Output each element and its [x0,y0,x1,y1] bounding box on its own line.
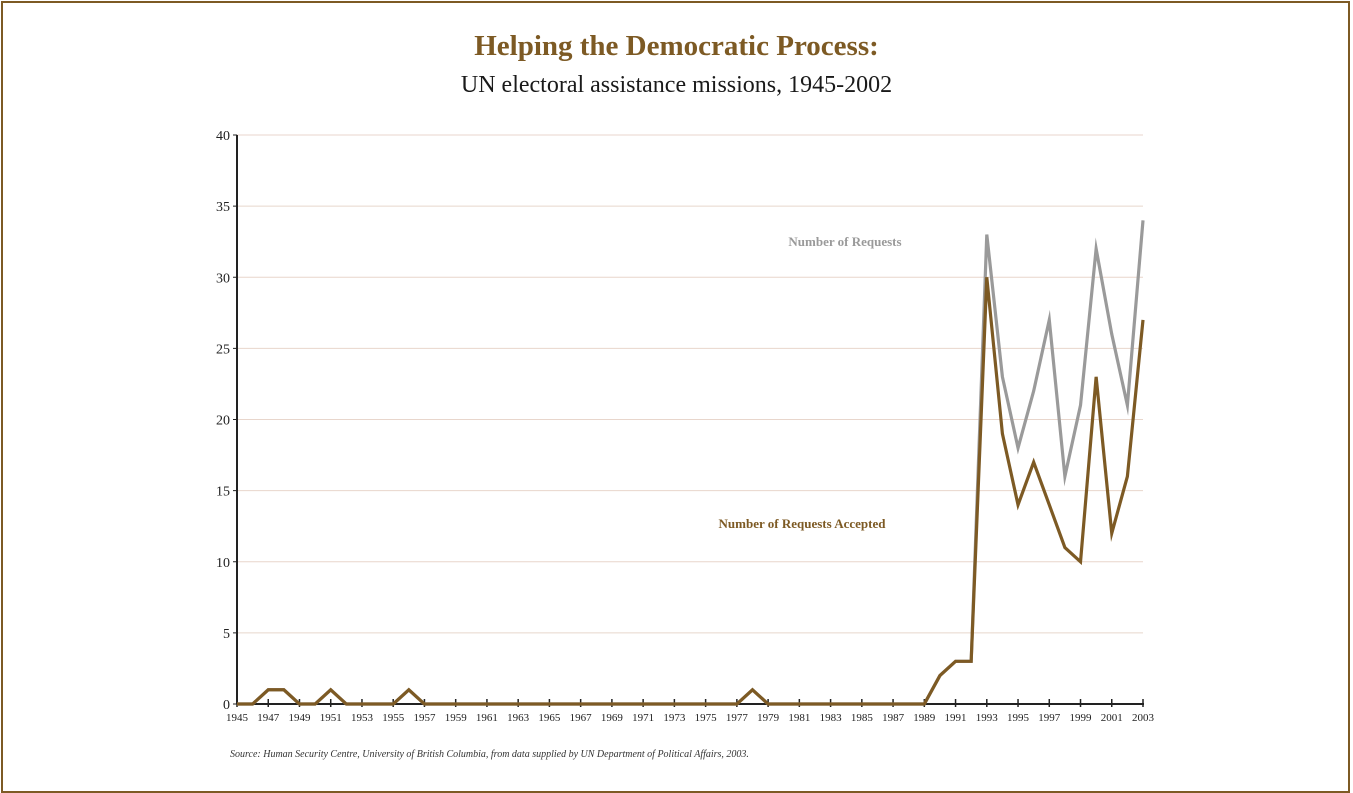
y-tick-label: 10 [216,556,230,571]
source-note: Source: Human Security Centre, Universit… [230,749,749,760]
x-tick-label: 1957 [413,712,436,724]
chart-subtitle: UN electoral assistance missions, 1945-2… [460,72,893,98]
accepted-line [237,277,1145,706]
x-tick-label: 1997 [1038,712,1061,724]
x-tick-label: 1953 [351,712,374,724]
x-tick-label: 1965 [538,712,561,724]
x-tick-label: 1995 [1007,712,1030,724]
x-tick-label: 1955 [382,712,405,724]
x-tick-label: 1981 [788,712,810,724]
x-tick-label: 1963 [507,712,530,724]
x-tick-label: 1983 [820,712,843,724]
y-tick-label: 35 [216,200,230,215]
x-tick-label: 1975 [695,712,718,724]
x-tick-label: 1967 [570,712,593,724]
y-tick-label: 25 [216,342,230,357]
y-tick-label: 15 [216,485,230,500]
x-tick-label: 1947 [257,712,280,724]
y-tick-label: 40 [216,129,230,144]
chart-title: Helping the Democratic Process: [474,30,879,62]
x-tick-label: 1979 [757,712,780,724]
x-tick-label: 1959 [445,712,468,724]
x-tick-label: 1985 [851,712,874,724]
line-chart: 0 5 10 15 20 25 30 35 40 1945 1947 1949 1951 1953 1955… [216,129,1155,724]
y-tick-label: 30 [216,271,230,286]
x-tick-label: 1973 [663,712,686,724]
x-tick-label: 1971 [632,712,654,724]
x-tick-label: 1945 [226,712,249,724]
requests-series-label: Number of Requests [788,234,901,249]
x-tick-label: 2003 [1132,712,1155,724]
x-tick-label: 1987 [882,712,905,724]
x-tick-label: 1989 [913,712,936,724]
x-tick-label: 1961 [476,712,498,724]
accepted-series-label: Number of Requests Accepted [719,516,887,531]
y-tick-label: 20 [216,414,230,429]
x-tick-label: 1951 [320,712,342,724]
x-tick-label: 2001 [1101,712,1123,724]
x-tick-label: 1993 [976,712,999,724]
x-tick-label: 1969 [601,712,624,724]
y-tick-label: 5 [223,627,230,642]
x-tick-label: 1949 [288,712,311,724]
x-tick-label: 1991 [945,712,967,724]
y-tick-label: 0 [223,698,230,713]
x-tick-label: 1977 [726,712,749,724]
x-tick-label: 1999 [1070,712,1093,724]
